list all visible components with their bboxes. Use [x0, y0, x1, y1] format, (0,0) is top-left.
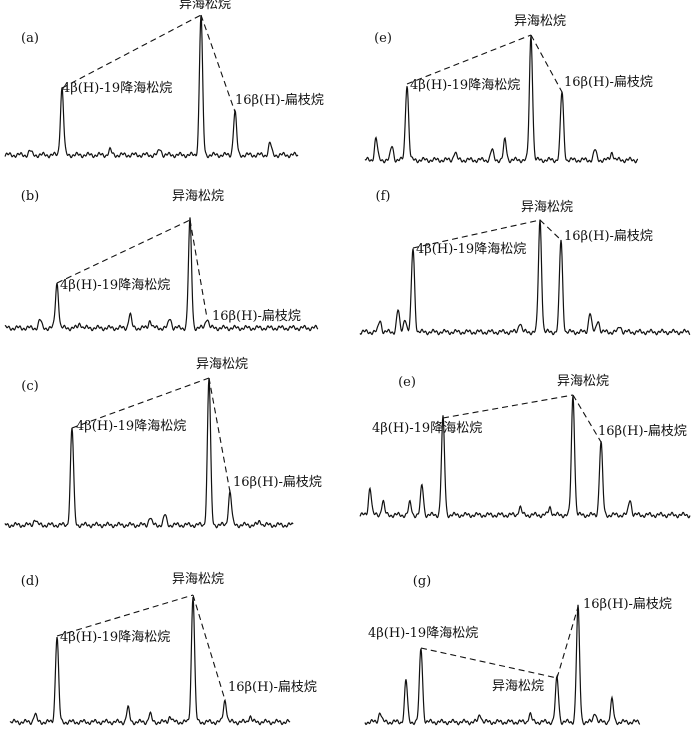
peak-label: 16β(H)-扁枝烷	[235, 93, 324, 108]
panel-label: (e)	[374, 31, 392, 46]
peak-label: 4β(H)-19降海松烷	[62, 81, 172, 96]
peak-label: 异海松烷	[172, 572, 224, 587]
chromatogram-trace	[4, 14, 299, 159]
panel-label: (e)	[398, 375, 416, 390]
dashed-connector	[539, 219, 562, 241]
peak-label: 异海松烷	[557, 374, 609, 389]
dashed-connector	[420, 647, 558, 679]
peak-label: 16β(H)-扁枝烷	[212, 309, 301, 324]
peak-label: 4β(H)-19降海松烷	[410, 78, 520, 93]
chromatogram-trace	[4, 217, 319, 332]
panel-label: (d)	[21, 574, 39, 589]
panel-label: (f)	[376, 189, 391, 204]
peak-label: 4β(H)-19降海松烷	[372, 421, 482, 436]
panel-label: (g)	[413, 574, 431, 589]
dashed-connector	[56, 594, 194, 637]
dashed-connector	[208, 377, 231, 493]
dashed-connector	[556, 606, 579, 679]
dashed-connector	[406, 34, 532, 85]
dashed-connector	[412, 219, 541, 249]
peak-label: 16β(H)-扁枝烷	[564, 229, 653, 244]
dashed-connector	[200, 14, 236, 113]
dashed-connector	[61, 14, 202, 89]
chromatogram-trace	[359, 219, 691, 336]
peak-label: 16β(H)-扁枝烷	[583, 597, 672, 612]
peak-label: 异海松烷	[492, 679, 544, 694]
panel-label: (c)	[21, 379, 38, 394]
dashed-connector	[56, 219, 191, 284]
peak-label: 16β(H)-扁枝烷	[598, 424, 687, 439]
chromatogram-trace	[359, 395, 691, 519]
peak-label: 异海松烷	[196, 357, 248, 372]
peak-label: 4β(H)-19降海松烷	[416, 242, 526, 257]
dashed-connector	[530, 34, 563, 93]
dashed-connector	[572, 394, 602, 443]
peak-label: 16β(H)-扁枝烷	[228, 680, 317, 695]
peak-label: 16β(H)-扁枝烷	[564, 75, 653, 90]
chromatogram-trace	[364, 604, 641, 726]
peak-label: 16β(H)-扁枝烷	[233, 475, 322, 490]
peak-label: 4β(H)-19降海松烷	[368, 626, 478, 641]
chromatogram-trace	[9, 597, 291, 726]
peak-label: 4β(H)-19降海松烷	[76, 419, 186, 434]
dashed-connector	[442, 394, 574, 419]
peak-label: 异海松烷	[514, 14, 566, 29]
panel-label: (a)	[21, 31, 39, 46]
peak-label: 4β(H)-19降海松烷	[60, 278, 170, 293]
dashed-connector	[189, 219, 208, 319]
peak-label: 异海松烷	[179, 0, 231, 12]
peak-label: 异海松烷	[521, 200, 573, 215]
peak-label: 4β(H)-19降海松烷	[60, 630, 170, 645]
peak-label: 异海松烷	[172, 189, 224, 204]
chromatogram-trace	[4, 378, 294, 529]
dashed-connector	[192, 594, 226, 701]
chromatogram-trace	[364, 35, 638, 164]
panel-label: (b)	[21, 189, 39, 204]
dashed-connector	[71, 377, 210, 429]
